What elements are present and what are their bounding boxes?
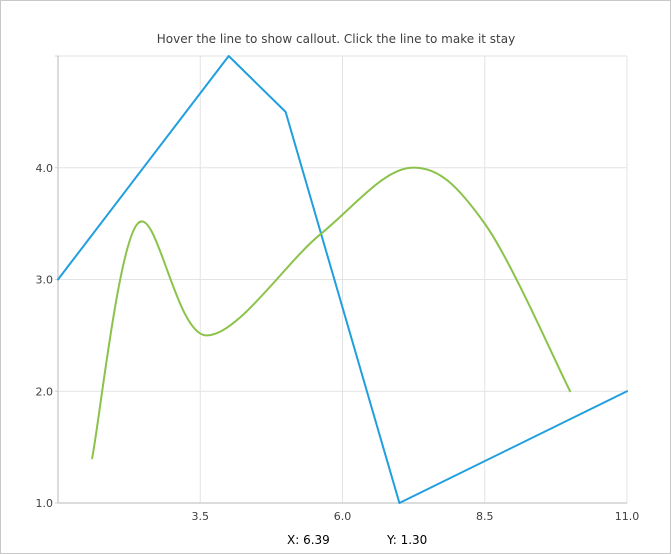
y-tick-label: 2.0 [36,385,54,398]
grid [58,55,628,504]
y-tick-label: 3.0 [36,274,54,287]
x-readout: X: 6.39 [287,533,330,547]
chart-title: Hover the line to show callout. Click th… [157,32,515,46]
y-readout: Y: 1.30 [387,533,428,547]
tick-labels: 1.0 2.0 3.0 4.0 3.5 6.0 8.5 11.0 [36,162,640,523]
series-group[interactable] [57,55,628,504]
x-tick-label: 3.5 [192,510,210,523]
x-tick-label: 6.0 [334,510,352,523]
series-line-green[interactable] [91,166,572,460]
x-tick-label: 8.5 [476,510,494,523]
series-line-blue[interactable] [57,55,628,504]
y-tick-label: 1.0 [36,497,54,510]
x-tick-label: 11.0 [615,510,640,523]
y-tick-label: 4.0 [36,162,54,175]
